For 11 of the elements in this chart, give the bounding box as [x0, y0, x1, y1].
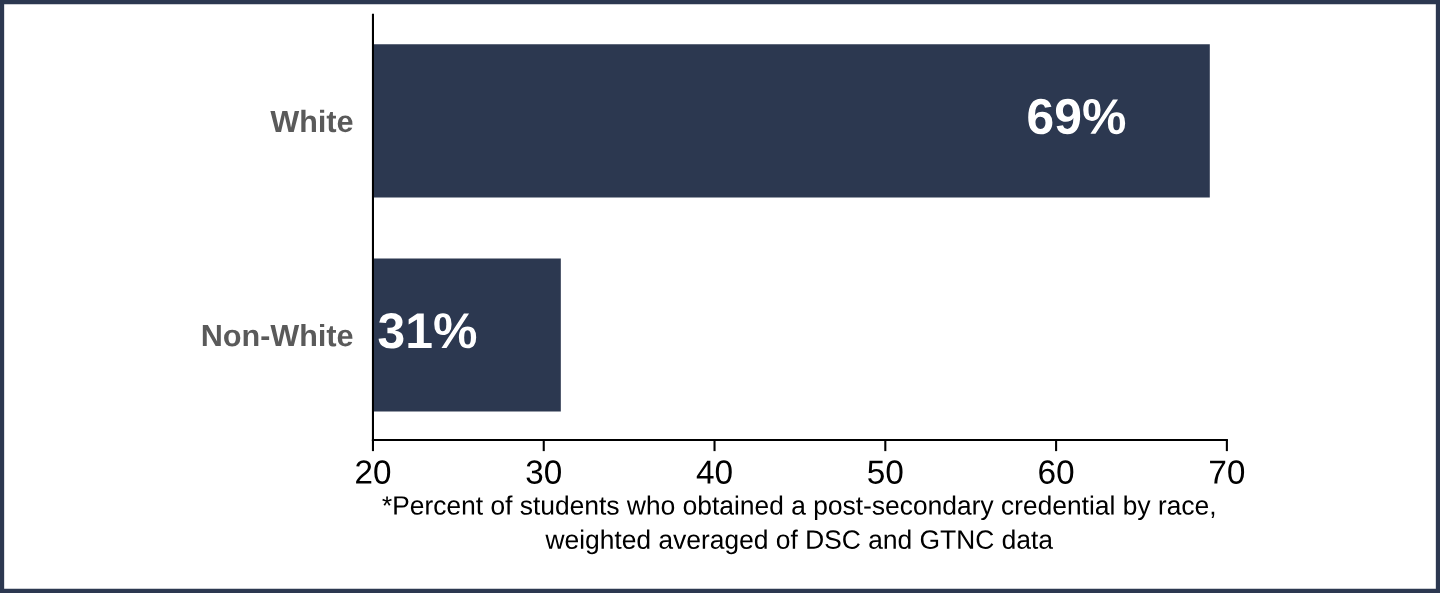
x-tick-label: 60	[1039, 460, 1074, 484]
x-tick-label: 70	[1210, 460, 1245, 484]
y-tick-label: White	[270, 109, 353, 133]
x-tick-label: 30	[526, 460, 561, 484]
text: *Percent of students who obtained a post-secondary credential by race, weighted averaged of DSC and GTNC data	[382, 495, 1215, 555]
y-tick-label: Non-White	[202, 323, 353, 347]
x-tick-label: 50	[868, 460, 903, 484]
x-tick-label: 40	[696, 460, 732, 484]
data-label: 69%	[1028, 98, 1126, 135]
x-tick-label: 20	[356, 460, 391, 484]
data-label: 31%	[378, 313, 477, 349]
